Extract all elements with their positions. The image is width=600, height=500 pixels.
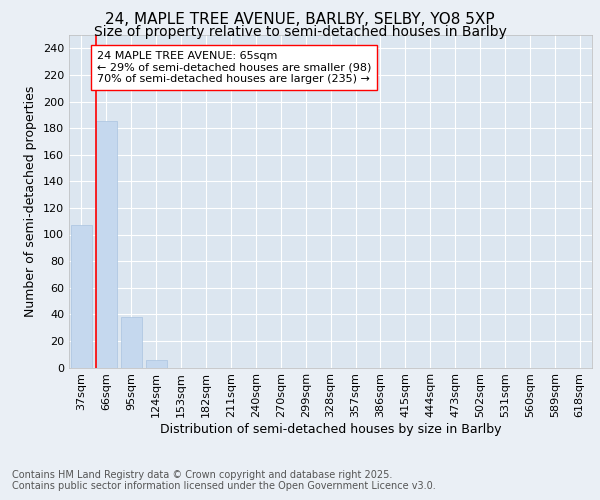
Bar <box>146 360 167 368</box>
Bar <box>121 317 142 368</box>
Text: Contains public sector information licensed under the Open Government Licence v3: Contains public sector information licen… <box>12 481 436 491</box>
Bar <box>71 225 92 368</box>
X-axis label: Distribution of semi-detached houses by size in Barlby: Distribution of semi-detached houses by … <box>160 423 502 436</box>
Text: 24 MAPLE TREE AVENUE: 65sqm
← 29% of semi-detached houses are smaller (98)
70% o: 24 MAPLE TREE AVENUE: 65sqm ← 29% of sem… <box>97 51 371 84</box>
Text: 24, MAPLE TREE AVENUE, BARLBY, SELBY, YO8 5XP: 24, MAPLE TREE AVENUE, BARLBY, SELBY, YO… <box>105 12 495 28</box>
Y-axis label: Number of semi-detached properties: Number of semi-detached properties <box>25 86 37 317</box>
Text: Contains HM Land Registry data © Crown copyright and database right 2025.: Contains HM Land Registry data © Crown c… <box>12 470 392 480</box>
Bar <box>96 122 117 368</box>
Text: Size of property relative to semi-detached houses in Barlby: Size of property relative to semi-detach… <box>94 25 506 39</box>
